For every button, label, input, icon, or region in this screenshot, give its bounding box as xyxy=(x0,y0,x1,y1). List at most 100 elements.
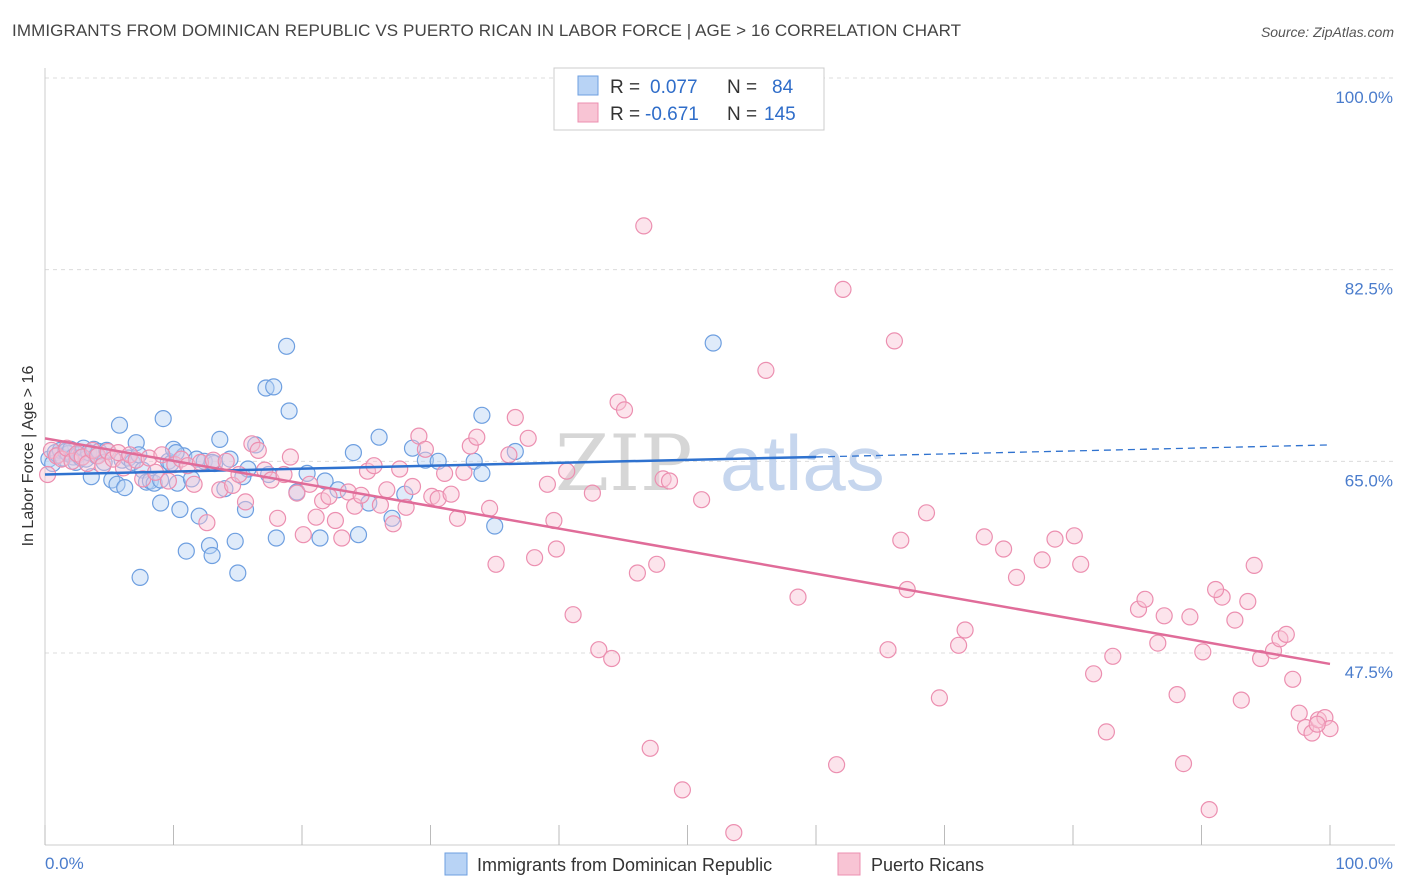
source-label: Source: ZipAtlas.com xyxy=(1260,24,1394,40)
puertorican-point xyxy=(1290,704,1308,722)
puertorican-point xyxy=(198,514,216,532)
puertorican-point xyxy=(547,540,566,558)
puertorican-point xyxy=(378,481,396,499)
dominican-point xyxy=(226,532,244,550)
x-tick-label-min: 0.0% xyxy=(45,854,84,873)
puertorican-point xyxy=(371,496,389,514)
puertorican-point xyxy=(583,484,602,502)
puertorican-point xyxy=(1277,625,1295,644)
puertorican-point xyxy=(288,484,306,502)
puertorican-point xyxy=(294,526,312,544)
puertorican-point xyxy=(827,756,846,774)
puertorican-point xyxy=(956,621,974,639)
puertorican-point xyxy=(1226,611,1244,629)
puertorican-point xyxy=(538,475,557,493)
puertorican-point xyxy=(1007,568,1026,587)
puertorican-point xyxy=(1104,647,1122,665)
puertorican-point xyxy=(159,472,177,490)
puertorican-point xyxy=(892,531,910,549)
dominican-point xyxy=(267,529,285,547)
legend-swatch-blue xyxy=(577,75,599,96)
puertorican-point xyxy=(416,440,434,458)
legend-swatch-pink xyxy=(577,102,599,123)
puertorican-point xyxy=(1046,530,1064,548)
legend-n-value-2: 145 xyxy=(764,104,796,125)
puertorican-point xyxy=(346,497,364,515)
puertorican-point xyxy=(975,528,993,546)
puertorican-point xyxy=(757,361,775,379)
puertorican-point xyxy=(500,446,518,464)
puertorican-point xyxy=(487,555,505,573)
puertorican-point xyxy=(1232,691,1250,709)
dominican-point xyxy=(171,500,189,519)
puertorican-point xyxy=(333,529,351,547)
puertorican-point xyxy=(834,280,852,298)
puertorican-point xyxy=(1155,607,1173,625)
legend-n-label-2: N = xyxy=(727,104,757,125)
puertorican-point xyxy=(236,493,255,511)
puertorican-point xyxy=(224,476,242,494)
correlation-legend: R = 0.077 N = 84 R = -0.671 N = 145 xyxy=(553,67,825,131)
puertorican-point xyxy=(436,464,454,482)
puertorican-point xyxy=(994,540,1013,558)
puertorican-point xyxy=(615,401,634,419)
puertorican-point xyxy=(949,636,968,654)
puertorican-point xyxy=(461,437,479,455)
puertorican-point xyxy=(564,606,582,624)
dominican-point xyxy=(116,479,134,497)
puertorican-point xyxy=(1194,643,1212,661)
puertorican-point xyxy=(1284,670,1302,688)
puertorican-point xyxy=(403,477,422,496)
dominican-point xyxy=(152,494,170,512)
dominican-point xyxy=(110,416,129,434)
puertorican-point xyxy=(590,641,608,659)
dominican-point xyxy=(203,546,221,565)
dominican-point xyxy=(265,378,283,396)
puertorican-point xyxy=(660,472,679,490)
puertorican-point xyxy=(930,689,949,707)
puertorican-point xyxy=(481,499,499,517)
puertorican-point xyxy=(654,470,672,488)
puertorican-point xyxy=(320,487,338,505)
puertorican-point xyxy=(243,435,261,453)
puertorican-point xyxy=(648,555,666,573)
series-legend: Immigrants from Dominican Republic Puert… xyxy=(444,852,984,876)
dominican-point xyxy=(278,337,296,355)
puertorican-point xyxy=(58,439,76,457)
puertorican-point xyxy=(1129,600,1148,618)
dominican-point xyxy=(486,517,504,535)
x-axis-ticks xyxy=(44,825,1331,845)
dominican-point xyxy=(131,568,149,587)
puertorican-point xyxy=(789,588,807,606)
puertorican-point xyxy=(217,452,235,470)
puertorican-point xyxy=(1149,634,1167,652)
puertorican-point xyxy=(692,491,711,509)
puertorican-point xyxy=(1200,800,1218,819)
puertorican-point xyxy=(1321,719,1339,738)
puertorican-point xyxy=(885,332,904,350)
legend-r-value-1: 0.077 xyxy=(650,77,698,98)
puertorican-point xyxy=(384,515,402,533)
dominican-point xyxy=(200,537,219,555)
y-tick-label: 65.0% xyxy=(1345,471,1393,490)
bottom-legend-swatch-pink xyxy=(837,852,861,876)
puertorican-point xyxy=(249,441,267,459)
legend-n-value-1: 84 xyxy=(772,77,794,98)
puertorican-point xyxy=(326,511,344,530)
series-dominican-points xyxy=(40,334,722,587)
puertorican-point xyxy=(269,509,287,527)
puertorican-point xyxy=(917,504,936,522)
dominican-point xyxy=(211,430,229,448)
puertorican-point xyxy=(211,481,229,499)
puertorican-point xyxy=(455,463,473,481)
y-tick-label: 47.5% xyxy=(1345,663,1393,682)
puertorican-point xyxy=(1181,608,1199,626)
dominican-point xyxy=(473,406,491,424)
puertorican-point xyxy=(1084,665,1103,683)
watermark-zip: ZIP xyxy=(555,419,693,509)
puertorican-point xyxy=(1308,715,1326,733)
puertorican-point xyxy=(641,739,659,757)
puertorican-point xyxy=(391,460,409,478)
puertorican-point xyxy=(1033,551,1051,569)
